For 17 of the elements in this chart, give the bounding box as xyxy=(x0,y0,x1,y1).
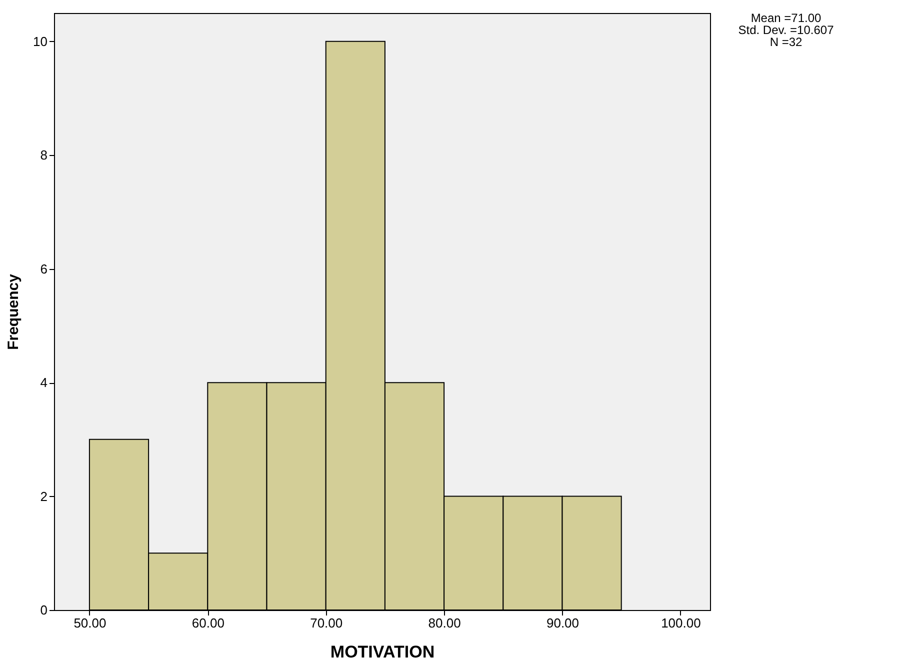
y-tick-label: 0 xyxy=(40,602,48,618)
text: N =32 xyxy=(770,35,802,49)
x-tick-label: 90.00 xyxy=(546,616,580,630)
x-axis-title: MOTIVATION xyxy=(330,642,435,662)
text: Std. Dev. =10.607 xyxy=(738,23,834,37)
y-tick-label: 10 xyxy=(33,34,48,49)
y-axis-title: Frequency xyxy=(5,273,22,350)
x-tick-label: 80.00 xyxy=(428,616,461,630)
x-tick-label: 50.00 xyxy=(74,616,106,630)
x-tick-label: 60.00 xyxy=(192,616,224,630)
y-tick-label: 2 xyxy=(40,488,48,504)
y-tick-label: 4 xyxy=(40,375,48,390)
y-tick-label: 8 xyxy=(40,148,48,163)
text: Mean =71.00 xyxy=(750,11,822,25)
y-tick-label: 6 xyxy=(40,261,48,276)
x-tick-label: 70.00 xyxy=(310,616,343,630)
x-tick-label: 100.00 xyxy=(661,616,701,630)
